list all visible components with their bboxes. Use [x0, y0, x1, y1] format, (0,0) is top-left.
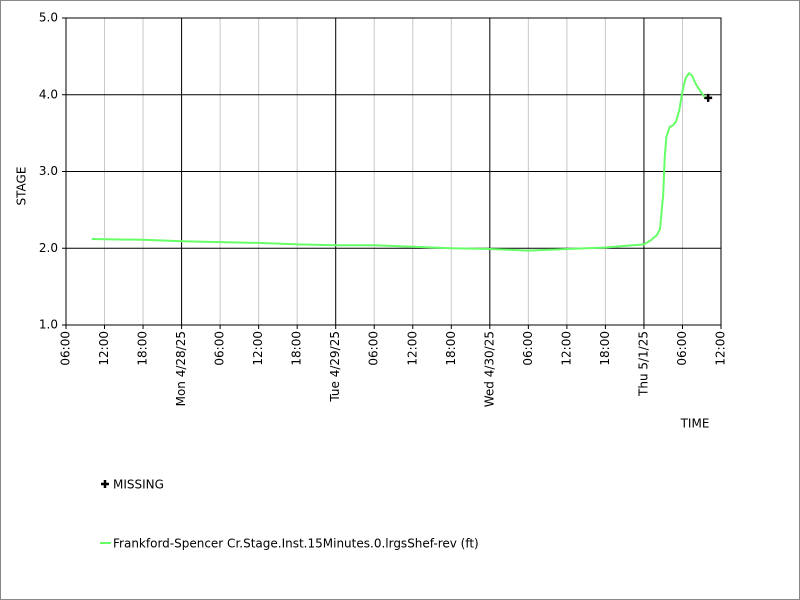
y-tick-label: 1.0: [39, 318, 58, 332]
x-tick-label: 18:00: [290, 331, 304, 366]
legend-marker: [101, 480, 109, 488]
x-tick-label: Wed 4/30/25: [482, 331, 496, 407]
x-tick-label: 06:00: [213, 331, 227, 366]
y-tick-label: 2.0: [39, 241, 58, 255]
legend: MISSING Frankford-Spencer Cr.Stage.Inst.…: [100, 478, 479, 551]
x-tick-label: Thu 5/1/25: [636, 331, 650, 397]
x-tick-label: 06:00: [367, 331, 381, 366]
y-tick-label: 4.0: [39, 87, 58, 101]
y-axis-label: STAGE: [15, 167, 29, 206]
x-tick-label: Mon 4/28/25: [174, 331, 188, 406]
x-tick-label: 12:00: [559, 331, 573, 366]
plot-border: [65, 17, 722, 326]
y-tick-label: 5.0: [39, 11, 58, 25]
x-axis-label: TIME: [680, 417, 710, 431]
x-tick-label: 06:00: [521, 331, 535, 366]
x-tick-label: 06:00: [675, 331, 689, 366]
x-tick-label: 12:00: [251, 331, 265, 366]
x-tick-label: Tue 4/29/25: [328, 331, 342, 403]
x-tick-label: 12:00: [714, 331, 728, 366]
x-tick-label: 18:00: [136, 331, 150, 366]
x-tick-label: 12:00: [97, 331, 111, 366]
missing-marker: [704, 93, 713, 102]
x-tick-label: 06:00: [59, 331, 73, 366]
legend-label: Frankford-Spencer Cr.Stage.Inst.15Minute…: [113, 537, 479, 551]
y-tick-label: 3.0: [39, 164, 58, 178]
x-tick-label: 18:00: [444, 331, 458, 366]
x-tick-label: 18:00: [598, 331, 612, 366]
x-tick-label: 12:00: [405, 331, 419, 366]
data-line: [91, 71, 706, 252]
legend-label: MISSING: [113, 478, 164, 492]
